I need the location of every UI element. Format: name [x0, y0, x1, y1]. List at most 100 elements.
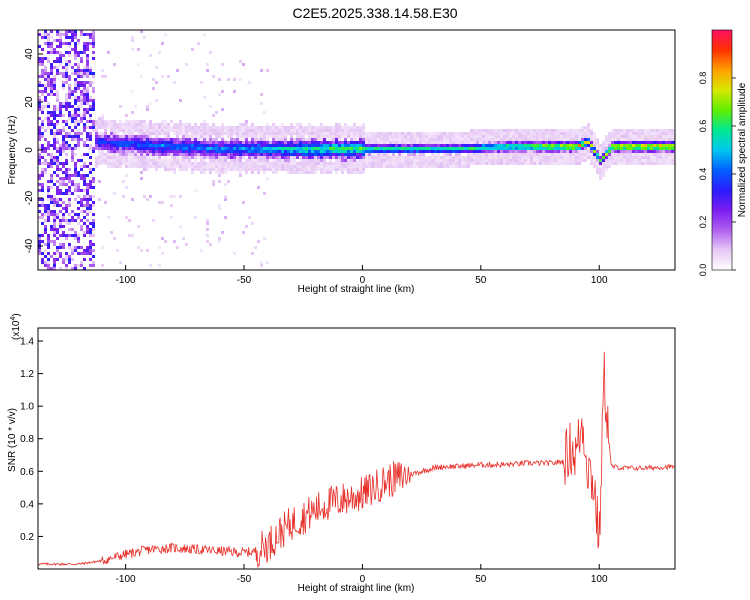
- spectrogram-cell: [38, 84, 41, 87]
- spectrogram-cell: [434, 153, 437, 156]
- spectrogram-cell: [140, 123, 143, 126]
- spectrogram-cell: [83, 48, 86, 51]
- spectrogram-cell: [662, 132, 665, 135]
- spectrogram-cell: [152, 147, 155, 150]
- spectrogram-cell: [38, 210, 41, 213]
- spectrogram-cell: [563, 162, 566, 165]
- spectrogram-cell: [56, 132, 59, 135]
- spectrogram-cell: [362, 135, 365, 138]
- spectrogram-cell: [569, 147, 572, 150]
- spectrogram-cell: [437, 153, 440, 156]
- spectrogram-cell: [239, 144, 242, 147]
- spectrogram-cell: [389, 162, 392, 165]
- spectrogram-cell: [68, 147, 71, 150]
- spectrogram-cell: [161, 42, 164, 45]
- spectrogram-cell: [77, 237, 80, 240]
- spectrogram-cell: [56, 252, 59, 255]
- spectrogram-cell: [158, 162, 161, 165]
- spectrogram-cell: [548, 153, 551, 156]
- y-tick-label: 1.4: [20, 337, 34, 348]
- spectrogram-cell: [230, 165, 233, 168]
- spectrogram-cell: [59, 39, 62, 42]
- spectrogram-cell: [38, 147, 41, 150]
- spectrogram-cell: [314, 147, 317, 150]
- spectrogram-cell: [143, 129, 146, 132]
- spectrogram-cell: [440, 147, 443, 150]
- spectrogram-cell: [470, 135, 473, 138]
- spectrogram-cell: [383, 147, 386, 150]
- spectrogram-cell: [113, 147, 116, 150]
- spectrogram-cell: [209, 126, 212, 129]
- spectrogram-cell: [446, 141, 449, 144]
- spectrogram-cell: [503, 138, 506, 141]
- spectrogram-cell: [416, 150, 419, 153]
- figure-title: C2E5.2025.338.14.58.E30: [292, 5, 457, 21]
- spectrogram-cell: [86, 183, 89, 186]
- spectrogram-cell: [164, 126, 167, 129]
- spectrogram-cell: [206, 168, 209, 171]
- spectrogram-cell: [311, 150, 314, 153]
- spectrogram-cell: [371, 165, 374, 168]
- spectrogram-cell: [449, 153, 452, 156]
- spectrogram-cell: [419, 162, 422, 165]
- spectrogram-cell: [404, 132, 407, 135]
- spectrogram-cell: [56, 174, 59, 177]
- spectrogram-cell: [554, 147, 557, 150]
- spectrogram-cell: [338, 147, 341, 150]
- y-tick-label: 0: [24, 147, 35, 153]
- spectrogram-cell: [401, 147, 404, 150]
- spectrogram-cell: [137, 132, 140, 135]
- spectrogram-cell: [44, 129, 47, 132]
- spectrogram-cell: [617, 132, 620, 135]
- spectrogram-cell: [86, 57, 89, 60]
- spectrogram-cell: [56, 231, 59, 234]
- spectrogram-cell: [584, 153, 587, 156]
- spectrogram-cell: [65, 78, 68, 81]
- spectrogram-cell: [233, 165, 236, 168]
- spectrogram-cell: [614, 147, 617, 150]
- spectrogram-cell: [311, 168, 314, 171]
- spectrogram-cell: [89, 249, 92, 252]
- spectrogram-cell: [644, 135, 647, 138]
- spectrogram-cell: [434, 135, 437, 138]
- spectrogram-cell: [227, 180, 230, 183]
- spectrogram-cell: [269, 165, 272, 168]
- spectrogram-cell: [290, 135, 293, 138]
- spectrogram-cell: [338, 144, 341, 147]
- spectrogram-cell: [173, 159, 176, 162]
- spectrogram-cell: [56, 108, 59, 111]
- spectrogram-cell: [389, 156, 392, 159]
- spectrogram-cell: [125, 174, 128, 177]
- spectrogram-cell: [383, 138, 386, 141]
- spectrogram-cell: [380, 138, 383, 141]
- spectrogram-cell: [359, 141, 362, 144]
- spectrogram-cell: [614, 138, 617, 141]
- spectrogram-cell: [368, 156, 371, 159]
- spectrogram-cell: [659, 156, 662, 159]
- spectrogram-cell: [437, 162, 440, 165]
- spectrogram-cell: [338, 126, 341, 129]
- spectrogram-cell: [137, 123, 140, 126]
- spectrogram-cell: [65, 234, 68, 237]
- spectrogram-cell: [257, 150, 260, 153]
- spectrogram-cell: [479, 153, 482, 156]
- spectrogram-cell: [161, 141, 164, 144]
- spectrogram-cell: [56, 96, 59, 99]
- spectrogram-cell: [353, 162, 356, 165]
- spectrogram-cell: [650, 129, 653, 132]
- spectrogram-cell: [431, 147, 434, 150]
- spectrogram-cell: [80, 264, 83, 267]
- spectrogram-cell: [239, 138, 242, 141]
- spectrogram-cell: [629, 159, 632, 162]
- spectrogram-cell: [320, 129, 323, 132]
- spectrogram-cell: [197, 135, 200, 138]
- spectrogram-cell: [164, 138, 167, 141]
- spectrogram-cell: [74, 174, 77, 177]
- spectrogram-cell: [380, 162, 383, 165]
- spectrogram-cell: [596, 162, 599, 165]
- spectrogram-cell: [56, 57, 59, 60]
- spectrogram-cell: [89, 198, 92, 201]
- spectrogram-cell: [203, 123, 206, 126]
- spectrogram-cell: [668, 156, 671, 159]
- spectrogram-cell: [44, 225, 47, 228]
